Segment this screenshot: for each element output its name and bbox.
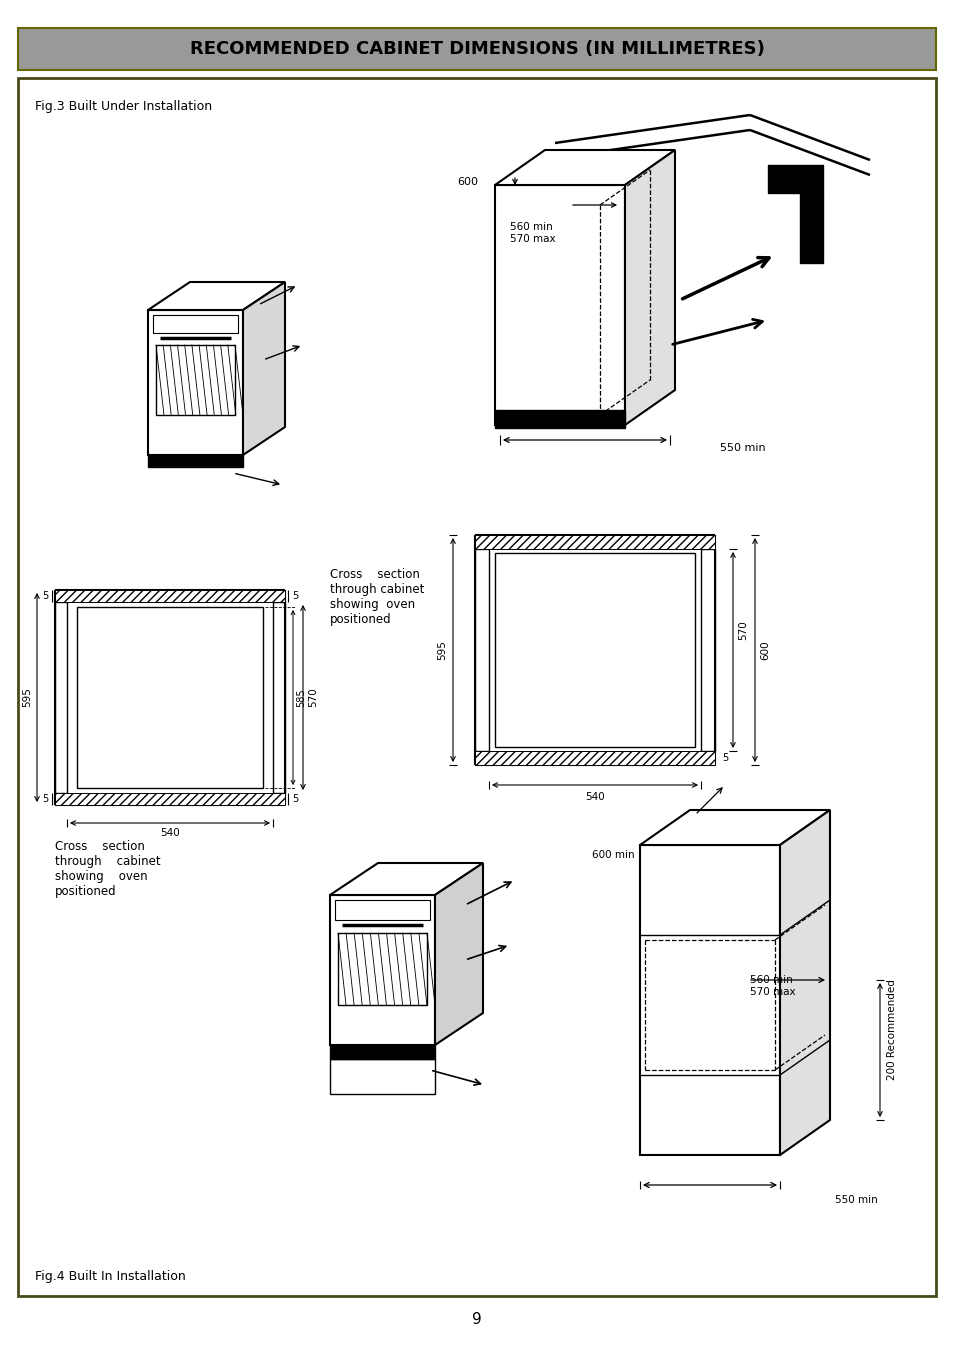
Polygon shape: [624, 150, 675, 426]
Text: 5: 5: [42, 794, 48, 804]
Bar: [148, 309, 243, 455]
Bar: [148, 455, 243, 467]
Text: 570: 570: [738, 620, 747, 640]
Polygon shape: [639, 811, 829, 844]
Text: 5: 5: [292, 794, 298, 804]
Text: 600 min: 600 min: [592, 850, 635, 861]
Bar: [77, 607, 263, 788]
Polygon shape: [243, 282, 285, 455]
Bar: [152, 315, 237, 332]
Text: 570: 570: [308, 688, 317, 708]
Text: Fig.4 Built In Installation: Fig.4 Built In Installation: [35, 1270, 186, 1283]
Bar: [156, 345, 234, 415]
Bar: [800, 193, 822, 263]
Bar: [330, 1046, 435, 1059]
Text: 9: 9: [472, 1313, 481, 1328]
Text: 550 min: 550 min: [720, 443, 765, 453]
Bar: [475, 751, 714, 765]
Text: 5: 5: [721, 753, 727, 763]
Polygon shape: [435, 863, 482, 1046]
Text: 560 min
570 max: 560 min 570 max: [510, 222, 555, 243]
Bar: [55, 590, 285, 603]
Text: 600: 600: [456, 177, 477, 186]
Text: Fig.3 Built Under Installation: Fig.3 Built Under Installation: [35, 100, 212, 113]
Bar: [495, 185, 624, 426]
Bar: [55, 603, 67, 793]
Polygon shape: [330, 863, 482, 894]
Bar: [475, 535, 714, 549]
Bar: [330, 1059, 435, 1094]
Bar: [767, 165, 822, 193]
Text: 550 min: 550 min: [834, 1196, 877, 1205]
Text: 540: 540: [584, 792, 604, 802]
Text: 540: 540: [160, 828, 180, 838]
Bar: [335, 900, 430, 920]
Text: Cross    section
through    cabinet
showing    oven
positioned: Cross section through cabinet showing ov…: [55, 840, 160, 898]
Text: 5: 5: [42, 590, 48, 601]
Bar: [495, 409, 624, 428]
Text: 595: 595: [22, 688, 32, 708]
Text: Cross    section
through cabinet
showing  oven
positioned: Cross section through cabinet showing ov…: [330, 567, 424, 626]
Bar: [337, 934, 427, 1005]
Bar: [330, 894, 435, 1046]
Bar: [495, 553, 695, 747]
Bar: [18, 28, 935, 70]
Polygon shape: [148, 282, 285, 309]
Polygon shape: [780, 811, 829, 1155]
Bar: [639, 844, 780, 1155]
Text: RECOMMENDED CABINET DIMENSIONS (IN MILLIMETRES): RECOMMENDED CABINET DIMENSIONS (IN MILLI…: [190, 41, 763, 58]
Polygon shape: [495, 150, 675, 185]
Text: 600: 600: [760, 640, 769, 659]
Bar: [55, 793, 285, 805]
Text: 595: 595: [436, 640, 447, 659]
Bar: [273, 603, 285, 793]
Text: 585: 585: [295, 688, 306, 707]
Bar: [700, 549, 714, 751]
Text: 200 Recommended: 200 Recommended: [886, 979, 896, 1081]
Text: 560 min
570 max: 560 min 570 max: [749, 975, 795, 997]
Bar: [475, 549, 489, 751]
Text: 5: 5: [292, 590, 298, 601]
